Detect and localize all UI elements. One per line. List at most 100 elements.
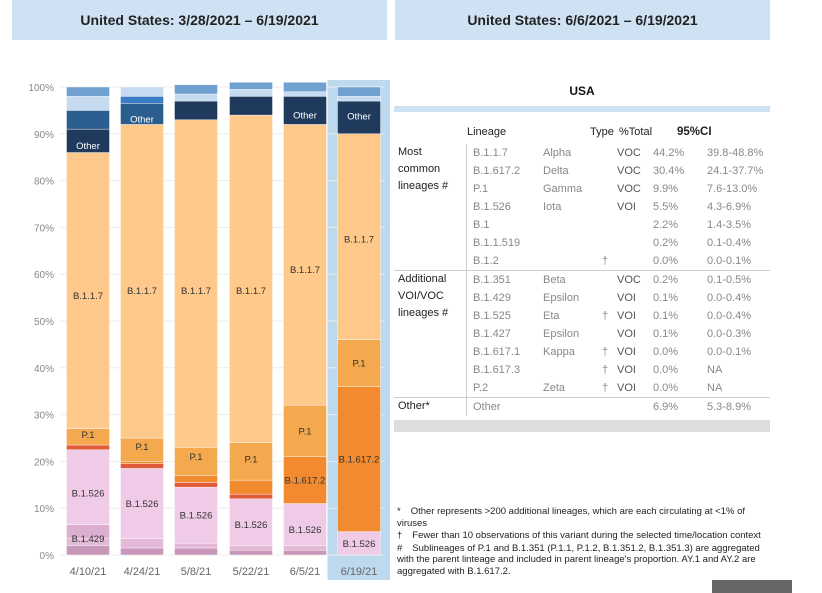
variant-name-cell [541,216,595,234]
ci-cell: 0.1-0.5% [705,270,770,289]
bar-segment-other-bottom [229,550,273,556]
bar-segment-b-1-617-2 [120,461,164,464]
bar-label: B.1.526 [235,520,268,531]
ci-cell: 1.4-3.5% [707,219,752,231]
bar-segment-minor-bottom [229,545,273,551]
bar-segment-minor-top-2 [337,96,381,102]
percent-cell: 0.0% [653,346,679,358]
bar-label: P.1 [81,430,94,441]
bar-segment-b-1-617-2 [337,386,381,532]
bar-segment-other [174,100,218,120]
y-tick-label: 30% [34,411,54,422]
ci-cell: 7.6-13.0% [707,183,758,195]
bar-segment-b-1-427 [229,493,273,500]
left-chart-title: United States: 3/28/2021 – 6/19/2021 [80,12,319,28]
ci-cell: 0.0-0.4% [707,310,752,322]
dagger-cell [595,144,615,162]
left-chart-header: United States: 3/28/2021 – 6/19/2021 [12,0,387,40]
lineage-table-panel: USA Lineage Type %Total 95%CI Most common… [394,80,770,432]
type-cell [615,397,651,416]
type-cell: VOI [617,364,636,376]
type-cell [615,234,651,252]
corner-overlay [712,580,792,593]
y-tick-label: 70% [34,223,54,234]
x-tick-label: 4/24/21 [124,566,161,578]
bar-segment-b-1-526 [66,449,110,525]
percent-cell: 0.0% [653,382,679,394]
group-label: Additional VOI/VOC lineages # [394,270,467,398]
x-tick-label: 6/19/21 [341,566,378,578]
dagger-cell: † [601,255,609,267]
group-label-line: Other* [398,400,430,412]
bar-label: Other [130,114,154,125]
percent-cell: 44.2% [653,147,685,159]
bar-5/8/21 [174,84,218,556]
variant-name-cell: Epsilon [543,328,580,340]
percent-cell: 0.2% [651,270,705,289]
type-cell: VOI [617,328,636,340]
bar-segment-other-bottom [120,547,164,556]
table-row: B.1.617.2 Delta VOC 30.4% 24.1-37.7% [394,162,770,180]
bar-label: B.1.1.7 [127,286,157,297]
bar-segment-b-1-526 [229,498,273,546]
lineage-cell: B.1.617.2 [466,162,541,180]
table-column-headers: Lineage Type %Total 95%CI [394,112,770,144]
ci-cell: NA [707,364,723,376]
type-cell [615,252,651,271]
bar-segment-minor-bottom [283,545,327,551]
bar-label: B.1.1.7 [73,291,103,302]
variant-name-cell: Delta [543,165,569,177]
percent-cell: 0.0% [653,364,679,376]
ci-cell: NA [707,382,723,394]
bar-segment-minor-bottom [174,543,218,549]
type-cell: VOI [617,201,636,213]
bar-segment-other [229,96,273,116]
variant-name-cell: Alpha [543,147,572,159]
bar-label: B.1.526 [289,525,322,536]
ci-cell: 0.0-0.4% [707,292,752,304]
ci-cell: 39.8-48.8% [707,147,764,159]
variant-name-cell [541,397,595,416]
bar-segment-minor-top-2 [229,89,273,97]
dagger-cell [595,216,615,234]
group-label-line: lineages # [398,180,449,192]
group-label-line: common [398,163,441,175]
bar-segment-b-1-617-2 [174,475,218,483]
y-tick-label: 0% [40,551,55,562]
dagger-cell: † [601,346,609,358]
footnote: # Sublineages of P.1 and B.1.351 (P.1.1, … [397,543,772,578]
bar-label: B.1.526 [180,511,213,522]
y-tick-label: 90% [34,130,54,141]
ci-cell: 0.0-0.3% [707,328,752,340]
percent-cell: 0.1% [653,328,679,340]
ci-cell: 24.1-37.7% [707,165,764,177]
footnote-mark: * [397,506,401,517]
dagger-cell: † [601,382,609,394]
dagger-cell [595,162,615,180]
col-ci-header: 95%CI [677,126,712,138]
footnote-mark: # [397,542,403,554]
x-tick-label: 5/8/21 [181,566,212,578]
bar-segment-minor-top-3 [283,82,327,92]
dagger-cell [595,270,615,289]
group-label-line: Additional [398,273,447,285]
percent-cell: 0.0% [653,255,679,267]
percent-cell: 0.1% [653,292,679,304]
type-cell: VOI [617,310,636,322]
bar-label: B.1.429 [72,534,105,545]
variant-name-cell: Zeta [543,382,566,394]
dagger-cell [595,325,615,343]
y-tick-label: 60% [34,270,54,281]
lineage-cell: Other [466,397,541,416]
col-lineage-header: Lineage [467,126,507,138]
bar-segment-minor-top-3 [174,84,218,95]
footnotes: * Other represents >200 additional lineag… [397,506,772,578]
bar-label: B.1.1.7 [181,286,211,297]
table-row: Most common lineages # B.1.1.7 Alpha VOC 44.2%… [394,144,770,192]
bar-segment-b-1-526 [120,468,164,539]
table-row: B.1.617.1 Kappa † VOI 0.0% 0.0-0.1% [394,343,770,361]
dagger-cell [595,198,615,216]
ci-cell: 4.3-6.9% [707,201,752,213]
lineage-cell: B.1.617.3 [466,361,541,379]
dagger-cell: † [601,310,609,322]
